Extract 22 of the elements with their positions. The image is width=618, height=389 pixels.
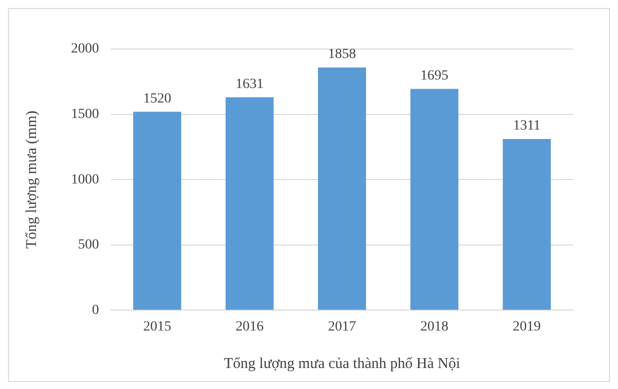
y-axis-title: Tổng lượng mưa (mm) <box>24 110 40 249</box>
bar <box>502 138 551 310</box>
data-label: 1631 <box>236 76 264 92</box>
bar <box>133 112 182 310</box>
x-axis-title: Tổng lượng mưa của thành phố Hà Nội <box>224 356 460 372</box>
y-tick-label: 1500 <box>71 106 99 122</box>
x-tick-label: 2016 <box>236 319 264 334</box>
y-tick-label: 500 <box>78 238 99 253</box>
x-tick-label: 2018 <box>420 319 448 334</box>
data-label: 1520 <box>143 91 172 106</box>
data-label: 1695 <box>420 68 448 84</box>
data-label: 1858 <box>328 47 356 62</box>
y-tick-label: 2000 <box>71 42 99 57</box>
bar <box>318 68 366 310</box>
x-tick-label: 2015 <box>143 319 172 334</box>
data-label: 1311 <box>513 118 541 134</box>
x-tick-label: 2017 <box>328 319 356 334</box>
bar <box>226 97 274 310</box>
y-tick-label: 0 <box>92 302 99 318</box>
x-tick-label: 2019 <box>512 319 541 334</box>
y-tick-label: 1000 <box>71 172 99 188</box>
bar <box>410 88 458 310</box>
